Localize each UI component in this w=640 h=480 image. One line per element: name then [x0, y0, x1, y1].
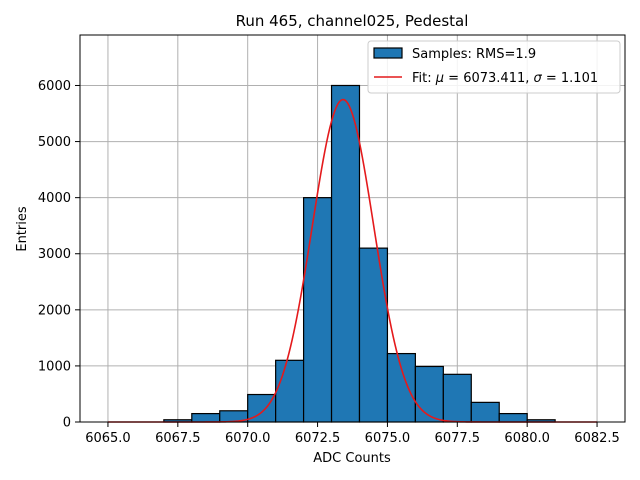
x-axis-label: ADC Counts — [313, 451, 391, 466]
legend-fit-label: Fit: μ = 6073.411, σ = 1.101 — [412, 71, 598, 86]
legend-fit-prefix: Fit: — [412, 71, 436, 86]
legend-fit-mu-value: = 6073.411, — [444, 71, 533, 86]
histogram-bar-14 — [498, 412, 528, 423]
x-tick-label-2: 6070.0 — [225, 431, 271, 446]
histogram-bar-12 — [442, 373, 472, 423]
legend-histogram-label: Samples: RMS=1.9 — [412, 47, 536, 62]
y-tick-label-3: 3000 — [38, 247, 71, 262]
histogram-bar-7 — [302, 197, 333, 423]
plot-frame — [79, 34, 626, 423]
legend-fit-sigma-value: = 1.101 — [542, 71, 598, 86]
histogram-bar-6 — [275, 359, 305, 423]
histogram-bar-10 — [386, 352, 416, 423]
histogram-bar-13 — [470, 401, 500, 423]
y-tick-label-1: 1000 — [38, 359, 71, 374]
legend: Samples: RMS=1.9 Fit: μ = 6073.411, σ = … — [367, 40, 621, 94]
histogram-bar-8 — [330, 84, 361, 423]
x-tick-label-5: 6077.5 — [435, 431, 481, 446]
legend-fit-mu: μ — [435, 71, 444, 86]
legend-box — [367, 40, 621, 94]
x-tick-label-7: 6082.5 — [574, 431, 620, 446]
y-axis-label: Entries — [15, 206, 30, 252]
x-axis-ticks: 6065.0 6067.5 6070.0 6072.5 6075.0 6077.5 6080… — [85, 422, 620, 446]
x-tick-label-6: 6080.0 — [504, 431, 550, 446]
legend-histogram-swatch — [373, 47, 403, 59]
y-tick-label-4: 4000 — [38, 191, 71, 206]
legend-fit-sigma: σ — [534, 71, 543, 86]
y-tick-label-6: 6000 — [38, 79, 71, 94]
chart-title: Run 465, channel025, Pedestal — [236, 12, 469, 30]
y-tick-label-5: 5000 — [38, 135, 71, 150]
y-tick-label-0: 0 — [63, 416, 71, 431]
x-tick-label-1: 6067.5 — [155, 431, 201, 446]
y-tick-label-2: 2000 — [38, 303, 71, 318]
histogram-bar-11 — [414, 365, 444, 423]
x-tick-label-4: 6075.0 — [365, 431, 411, 446]
histogram-bar-9 — [358, 247, 389, 423]
y-axis-ticks: 0 1000 2000 3000 4000 5000 6000 — [38, 79, 80, 431]
x-tick-label-3: 6072.5 — [295, 431, 341, 446]
x-tick-label-0: 6065.0 — [85, 431, 131, 446]
histogram-bar-3 — [191, 412, 221, 423]
